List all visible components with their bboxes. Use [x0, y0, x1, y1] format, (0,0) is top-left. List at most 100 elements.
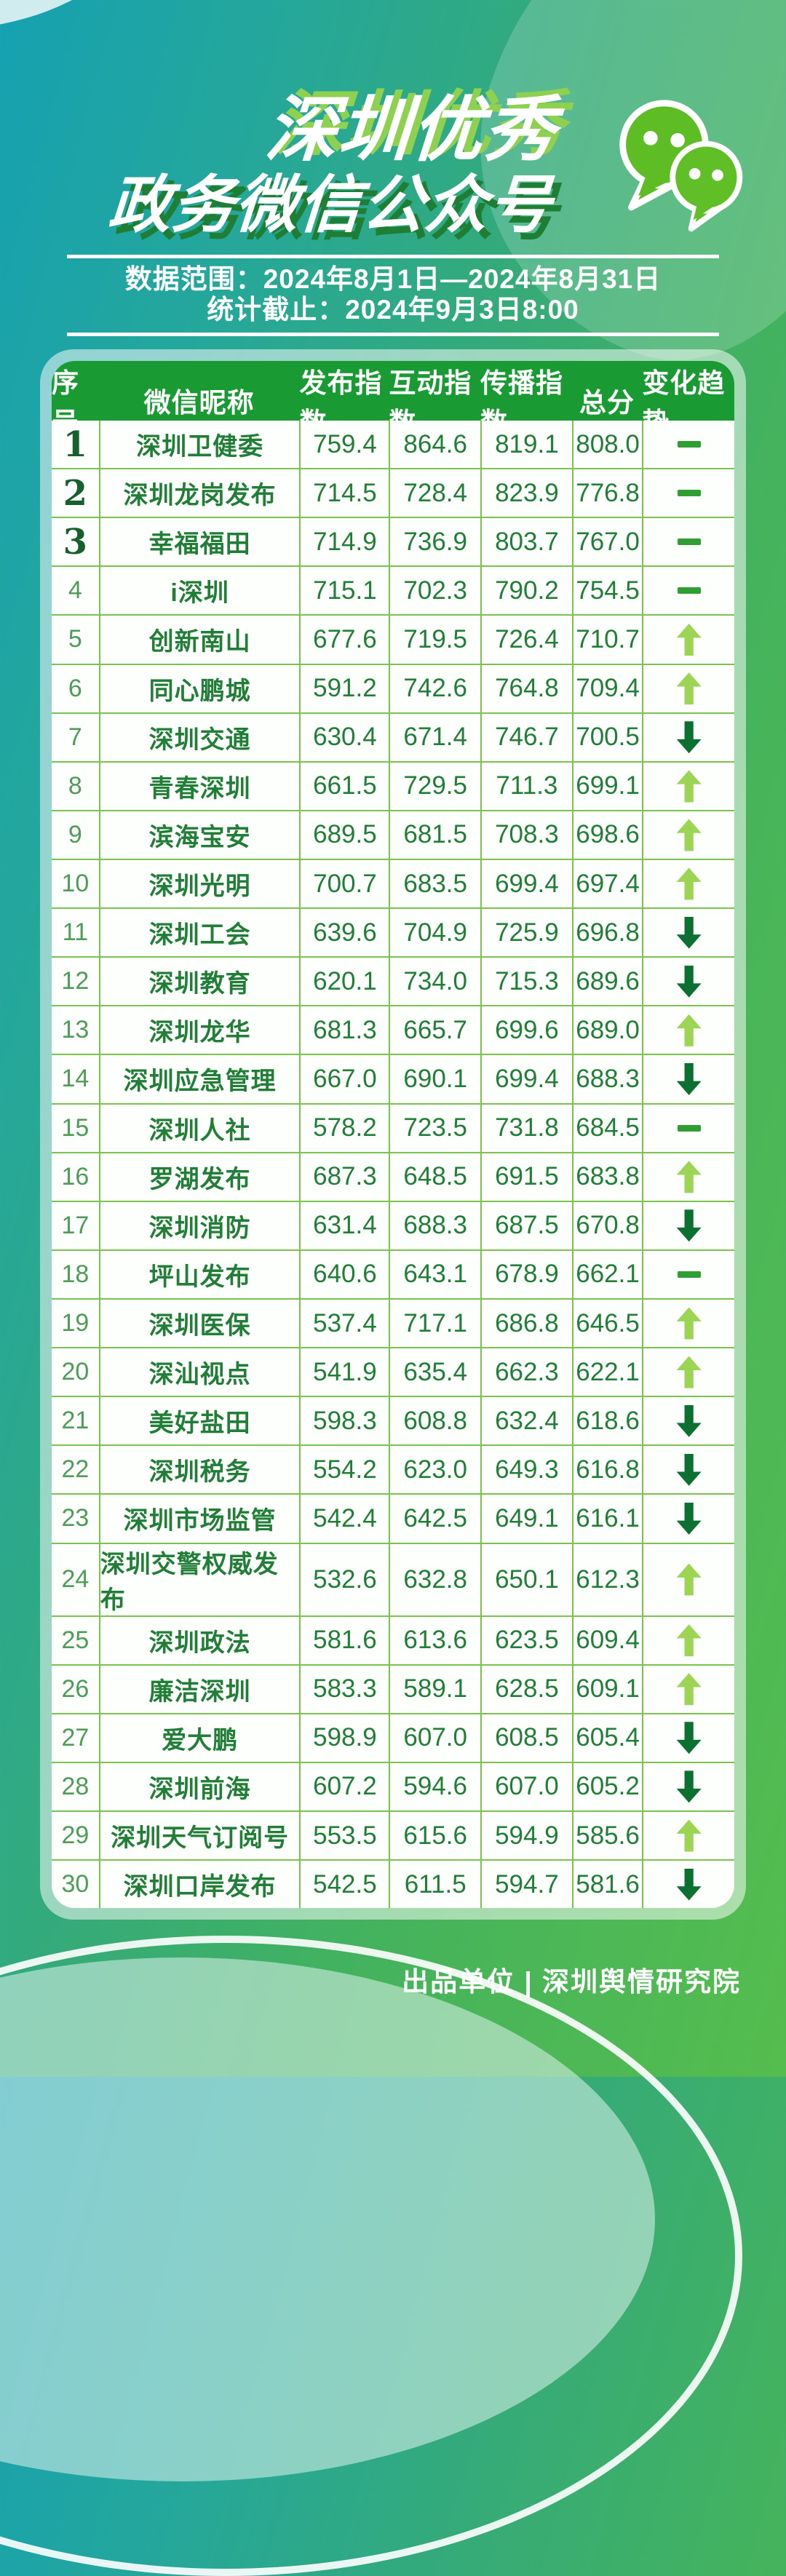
total-score-cell: 612.3: [571, 1543, 643, 1615]
spread-index-cell: 686.8: [480, 1299, 572, 1348]
title-line1: 深圳优秀: [263, 90, 560, 170]
total-score-cell: 698.6: [571, 811, 643, 859]
rank-cell: 12: [61, 967, 90, 995]
trend-up-arrow-icon: [676, 1563, 702, 1596]
account-name-cell: 深圳应急管理: [98, 1055, 300, 1103]
publish-index-cell: 700.7: [299, 859, 389, 908]
spread-index-cell: 803.7: [480, 518, 572, 566]
account-name-cell: 滨海宝安: [98, 811, 300, 859]
rank-cell: 7: [68, 723, 82, 751]
spread-index-cell: 649.1: [480, 1495, 572, 1543]
ranking-card: 序号 微信昵称 发布指数 互动指数 传播指数 总分 变化趋势 1 深圳卫健委 7…: [40, 349, 746, 1920]
publish-index-cell: 542.5: [299, 1861, 389, 1908]
credit-text: 出品单位 | 深圳舆情研究院: [402, 1967, 741, 1997]
rank-cell: 23: [61, 1504, 90, 1533]
trend-cell: [642, 616, 734, 664]
spread-index-cell: 790.2: [480, 567, 572, 615]
spread-index-cell: 699.4: [480, 859, 572, 908]
trend-down-arrow-icon: [676, 1722, 702, 1754]
trend-cell: [642, 909, 734, 957]
table-row: 30 深圳口岸发布 542.5 611.5 594.7 581.6: [52, 1859, 734, 1908]
publish-index-cell: 640.6: [299, 1250, 389, 1298]
wechat-icon: [619, 100, 743, 232]
total-score-cell: 808.0: [571, 421, 643, 469]
publish-index-cell: 630.4: [299, 713, 389, 761]
table-row: 12 深圳教育 620.1 734.0 715.3 689.6: [52, 956, 734, 1006]
interact-index-cell: 742.6: [389, 664, 480, 712]
total-score-cell: 662.1: [571, 1250, 643, 1298]
trend-cell: [642, 811, 734, 859]
account-name-cell: 深圳税务: [98, 1446, 300, 1494]
trend-cell: [642, 1397, 734, 1445]
account-name-cell: 深圳龙华: [98, 1006, 300, 1054]
rank-cell: 30: [61, 1870, 90, 1899]
table-row: 14 深圳应急管理 667.0 690.1 699.4 688.3: [52, 1054, 734, 1103]
trend-cell: [642, 1299, 734, 1348]
trend-flat-dash-icon: [677, 538, 701, 546]
account-name-cell: 深圳光明: [98, 859, 300, 908]
rank-cell: 17: [61, 1211, 90, 1239]
spread-index-cell: 715.3: [480, 958, 572, 1006]
spread-index-cell: 649.3: [480, 1446, 572, 1494]
interact-index-cell: 608.8: [389, 1397, 480, 1445]
interact-index-cell: 613.6: [389, 1616, 480, 1664]
spread-index-cell: 725.9: [480, 909, 572, 957]
interact-index-cell: 704.9: [389, 909, 480, 957]
spread-index-cell: 819.1: [480, 421, 572, 469]
table-row: 28 深圳前海 607.2 594.6 607.0 605.2: [52, 1761, 734, 1810]
total-score-cell: 767.0: [571, 518, 643, 566]
trend-cell: [642, 1348, 734, 1396]
total-score-cell: 688.3: [571, 1055, 643, 1103]
interact-index-cell: 683.5: [389, 859, 480, 908]
rank-cell: 4: [68, 576, 82, 605]
publish-index-cell: 715.1: [299, 567, 389, 615]
account-name-cell: 深汕视点: [98, 1348, 300, 1396]
trend-down-arrow-icon: [676, 965, 702, 998]
account-name-cell: 深圳交通: [98, 713, 300, 761]
publish-index-cell: 639.6: [299, 909, 389, 957]
trend-up-arrow-icon: [676, 1014, 702, 1046]
spread-index-cell: 746.7: [480, 713, 572, 761]
table-row: 26 廉洁深圳 583.3 589.1 628.5 609.1: [52, 1663, 734, 1713]
table-row: 2 深圳龙岗发布 714.5 728.4 823.9 776.8: [52, 468, 734, 517]
total-score-cell: 683.8: [571, 1153, 643, 1201]
total-score-cell: 581.6: [571, 1861, 643, 1908]
trend-up-arrow-icon: [676, 1819, 702, 1852]
interact-index-cell: 728.4: [389, 469, 480, 517]
trend-down-arrow-icon: [676, 1502, 702, 1535]
publish-index-cell: 578.2: [299, 1104, 389, 1152]
table-row: 3 幸福福田 714.9 736.9 803.7 767.0: [52, 517, 734, 566]
rank-cell: 8: [68, 771, 82, 800]
trend-up-arrow-icon: [676, 1161, 702, 1193]
rank-cell: 24: [61, 1565, 90, 1594]
spread-index-cell: 623.5: [480, 1616, 572, 1664]
table-row: 11 深圳工会 639.6 704.9 725.9 696.8: [52, 907, 734, 957]
publish-index-cell: 554.2: [299, 1446, 389, 1494]
trend-cell: [642, 859, 734, 908]
spread-index-cell: 594.7: [480, 1861, 572, 1908]
trend-up-arrow-icon: [676, 867, 702, 900]
interact-index-cell: 611.5: [389, 1861, 480, 1908]
total-score-cell: 616.8: [571, 1446, 643, 1494]
total-score-cell: 609.1: [571, 1665, 643, 1713]
rank-cell: 13: [61, 1016, 90, 1044]
trend-cell: [642, 1201, 734, 1249]
trend-cell: [642, 958, 734, 1006]
trend-down-arrow-icon: [676, 721, 702, 754]
rank-cell: 15: [61, 1113, 90, 1142]
publish-index-cell: 537.4: [299, 1299, 389, 1348]
rank-cell: 26: [61, 1674, 90, 1703]
table-row: 23 深圳市场监管 542.4 642.5 649.1 616.1: [52, 1493, 734, 1543]
trend-cell: [642, 518, 734, 566]
interact-index-cell: 615.6: [389, 1811, 480, 1860]
table-row: 20 深汕视点 541.9 635.4 662.3 622.1: [52, 1347, 734, 1396]
table-row: 13 深圳龙华 681.3 665.7 699.6 689.0: [52, 1005, 734, 1054]
account-name-cell: i深圳: [98, 567, 300, 615]
interact-index-cell: 719.5: [389, 616, 480, 664]
spread-index-cell: 608.5: [480, 1714, 572, 1762]
total-score-cell: 700.5: [571, 713, 643, 761]
publish-index-cell: 714.9: [299, 518, 389, 566]
spread-index-cell: 726.4: [480, 616, 572, 664]
interact-index-cell: 642.5: [389, 1495, 480, 1543]
